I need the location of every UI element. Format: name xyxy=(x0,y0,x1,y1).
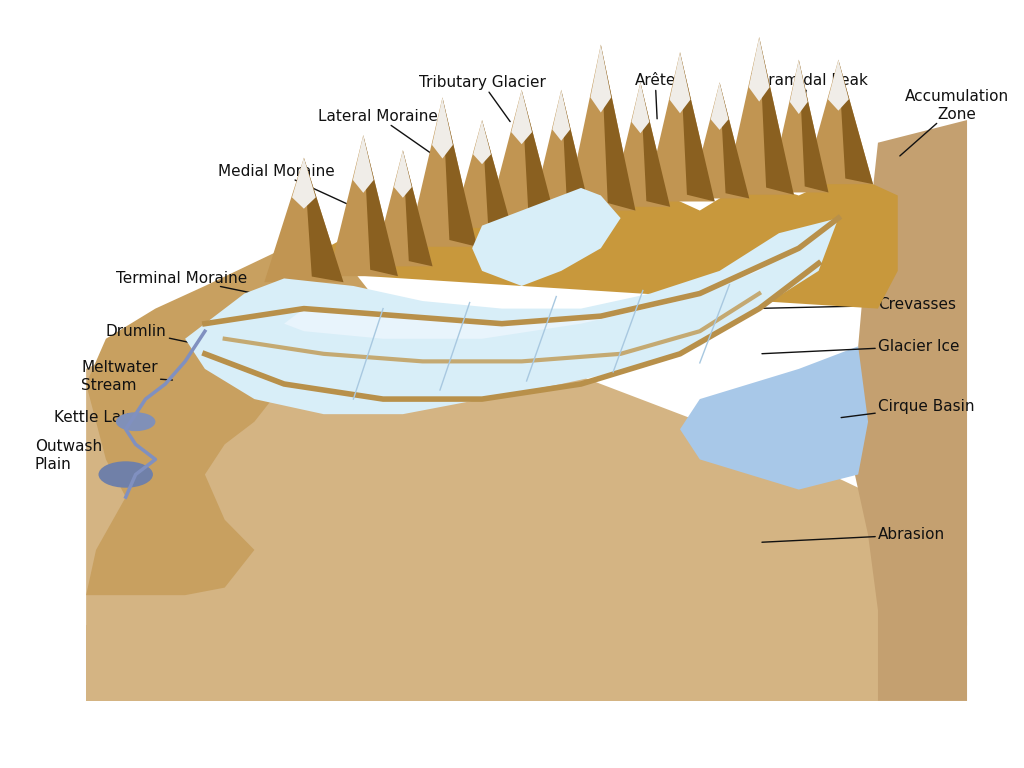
Polygon shape xyxy=(442,98,477,247)
Polygon shape xyxy=(511,90,532,144)
Polygon shape xyxy=(759,37,794,195)
Polygon shape xyxy=(453,120,512,228)
Polygon shape xyxy=(640,82,670,207)
Polygon shape xyxy=(86,625,967,700)
Polygon shape xyxy=(725,37,794,195)
Text: Meltwater
Stream: Meltwater Stream xyxy=(81,360,172,392)
Polygon shape xyxy=(632,82,649,134)
Polygon shape xyxy=(521,90,556,223)
Text: Outwash
Plain: Outwash Plain xyxy=(35,439,105,472)
Polygon shape xyxy=(561,90,591,214)
Polygon shape xyxy=(531,90,591,214)
Polygon shape xyxy=(284,173,898,309)
Polygon shape xyxy=(828,60,849,111)
Polygon shape xyxy=(645,52,715,201)
Text: Arête: Arête xyxy=(635,73,676,119)
Polygon shape xyxy=(86,248,383,595)
Text: Tributary Glacier: Tributary Glacier xyxy=(419,75,546,121)
Polygon shape xyxy=(680,52,715,201)
Polygon shape xyxy=(292,157,315,209)
Polygon shape xyxy=(86,271,967,625)
Polygon shape xyxy=(264,157,343,282)
Polygon shape xyxy=(690,82,750,198)
Polygon shape xyxy=(720,82,750,198)
Polygon shape xyxy=(472,188,621,286)
Polygon shape xyxy=(749,37,770,101)
Polygon shape xyxy=(402,151,432,266)
Polygon shape xyxy=(799,60,828,193)
Text: Lateral Moraine: Lateral Moraine xyxy=(318,109,438,156)
Polygon shape xyxy=(432,98,453,158)
Text: Cirque Basin: Cirque Basin xyxy=(841,399,975,418)
Polygon shape xyxy=(329,135,398,276)
Polygon shape xyxy=(670,52,690,113)
Text: Kettle Lake: Kettle Lake xyxy=(54,410,140,425)
Polygon shape xyxy=(394,151,412,197)
Polygon shape xyxy=(610,82,670,207)
Polygon shape xyxy=(711,82,728,130)
Polygon shape xyxy=(680,346,868,489)
Polygon shape xyxy=(804,60,873,184)
Polygon shape xyxy=(284,256,779,339)
Text: Abrasion: Abrasion xyxy=(762,528,945,542)
Polygon shape xyxy=(601,45,636,210)
Polygon shape xyxy=(487,90,556,223)
Polygon shape xyxy=(839,60,873,184)
Text: Crevasses: Crevasses xyxy=(752,297,956,313)
Polygon shape xyxy=(482,120,512,228)
Polygon shape xyxy=(304,157,343,282)
Text: Medial Moraine: Medial Moraine xyxy=(218,164,376,217)
Polygon shape xyxy=(591,45,611,113)
Polygon shape xyxy=(408,98,477,247)
Polygon shape xyxy=(353,135,374,193)
Polygon shape xyxy=(848,120,967,700)
Text: Glacier Ice: Glacier Ice xyxy=(762,339,959,354)
Polygon shape xyxy=(473,120,490,164)
Text: Terminal Moraine: Terminal Moraine xyxy=(116,271,252,293)
Text: Pyramidal Peak: Pyramidal Peak xyxy=(750,73,867,118)
Text: Accumulation
Zone: Accumulation Zone xyxy=(900,89,1010,156)
Polygon shape xyxy=(185,218,839,414)
Polygon shape xyxy=(790,60,808,114)
Text: Drumlin: Drumlin xyxy=(105,324,212,347)
Ellipse shape xyxy=(116,412,156,431)
Polygon shape xyxy=(566,45,636,210)
Polygon shape xyxy=(364,135,398,276)
Ellipse shape xyxy=(98,462,153,488)
Polygon shape xyxy=(373,151,432,266)
Polygon shape xyxy=(769,60,828,193)
Polygon shape xyxy=(552,90,570,141)
